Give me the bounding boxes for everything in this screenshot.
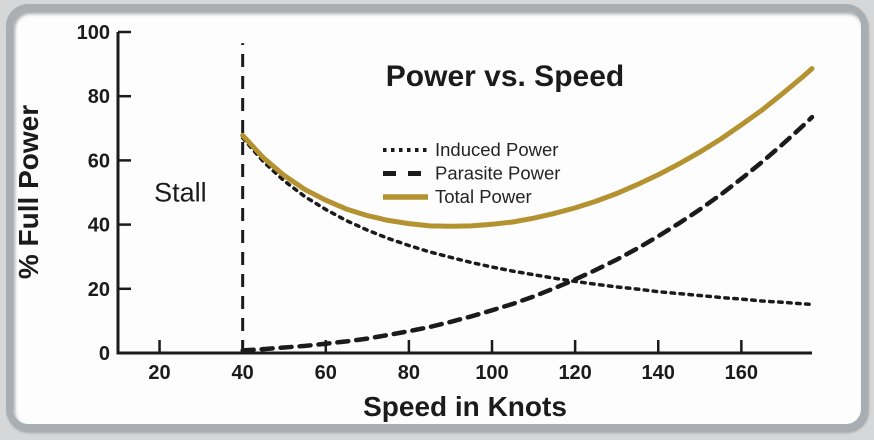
x-tick-label: 40 [232,362,254,384]
rounded-frame [6,4,868,431]
x-tick-label: 160 [725,362,758,384]
x-tick-label: 120 [558,362,591,384]
x-tick-label: 60 [315,362,337,384]
parasite-power-curve [240,114,815,353]
y-axis-label: % Full Power [13,105,44,279]
stall-annotation: Stall [154,178,207,208]
x-axis-label: Speed in Knots [363,391,567,422]
legend: Induced Power Parasite Power Total Power [383,139,560,207]
total-power-curve [240,66,815,229]
legend-label-parasite-power: Parasite Power [435,163,560,184]
y-tick-label: 100 [77,22,110,44]
legend-label-total-power: Total Power [435,186,532,207]
y-tick-label: 40 [88,215,110,237]
y-tick-label: 80 [88,86,110,108]
x-tick-label: 100 [475,362,508,384]
y-tick-label: 0 [99,343,110,365]
y-tick-label: 60 [88,150,110,172]
x-tick-label: 80 [398,362,420,384]
x-tick-label: 140 [642,362,675,384]
induced-power-curve [240,136,814,307]
y-tick-label: 20 [88,279,110,301]
chart-title: Power vs. Speed [386,60,624,93]
legend-line-samples [383,148,428,200]
legend-label-induced-power: Induced Power [435,139,558,160]
x-tick-label: 20 [148,362,170,384]
data-curves [240,66,815,353]
axis-ticks: 20 40 60 80 100 120 140 160 0 20 40 60 80 100 [77,22,758,384]
